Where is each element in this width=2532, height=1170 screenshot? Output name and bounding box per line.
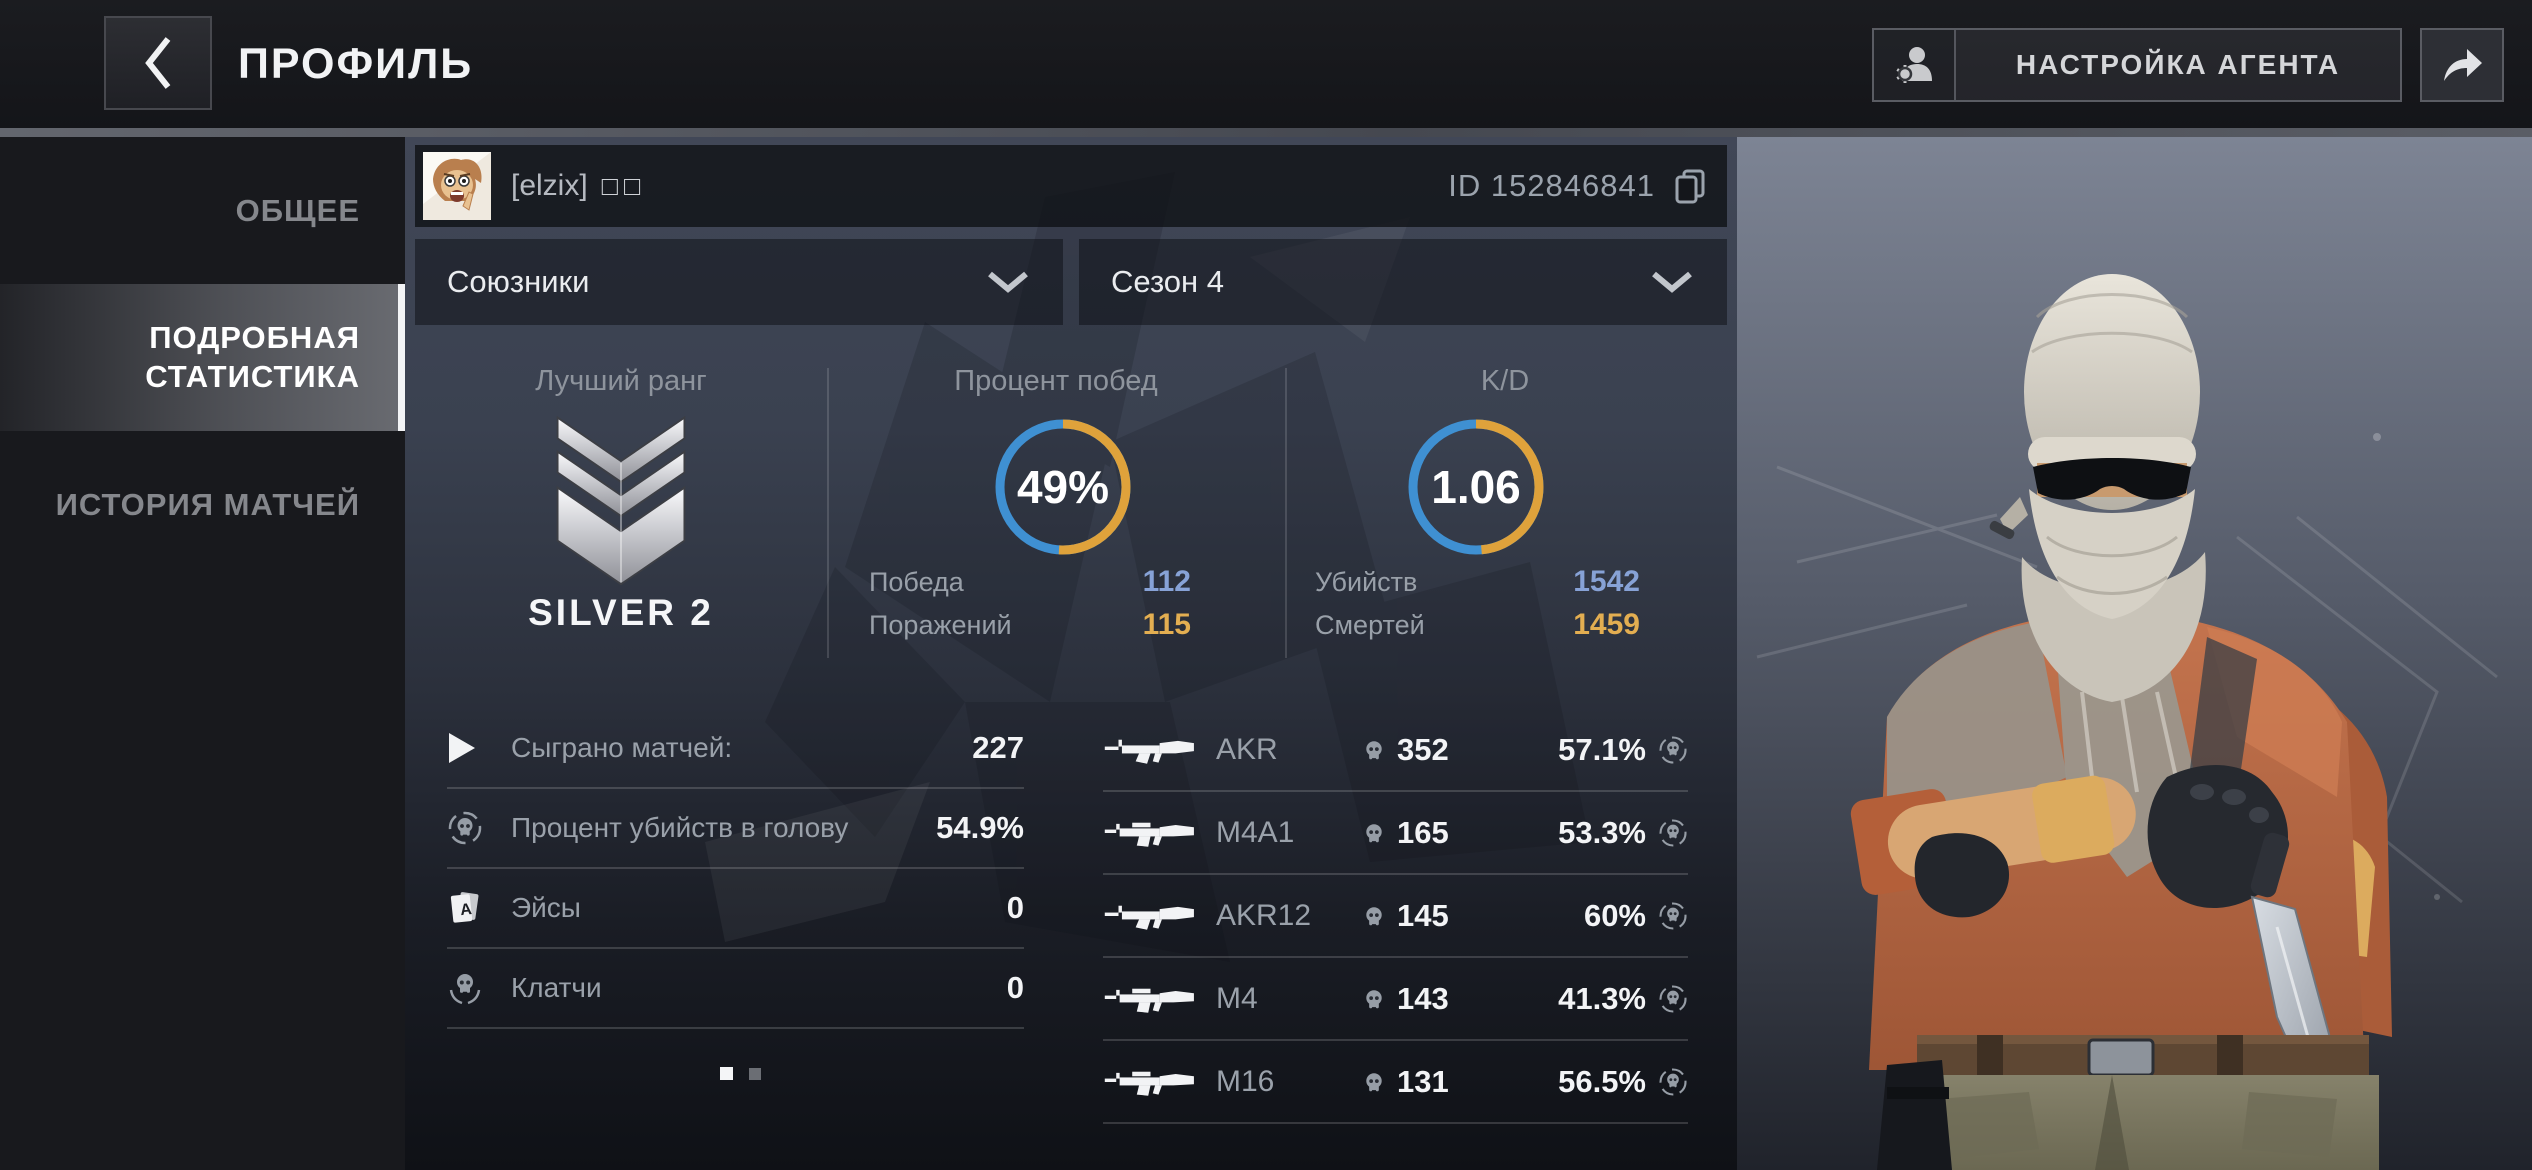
stat-row-clutches: Клатчи 0 [447, 949, 1024, 1029]
filter-row: Союзники Сезон 4 [415, 239, 1727, 325]
headshot-icon [447, 810, 493, 846]
sidebar-item-label: ОБЩЕЕ [235, 192, 360, 228]
kd-gauge: 1.06 [1401, 412, 1551, 562]
weapon-icon-m4 [1104, 988, 1194, 1013]
headshot-pct-icon [1659, 901, 1687, 930]
wins-row: Победа 112 [869, 565, 1191, 599]
stat-row-headshot-pct: Процент убийств в голову 54.9% [447, 789, 1024, 869]
kills-skull-icon [1366, 740, 1382, 759]
weapon-icon-m16 [1104, 1071, 1194, 1096]
page-dot-2[interactable] [749, 1067, 761, 1080]
sidebar-item-label: ПОДРОБНАЯ СТАТИСТИКА [145, 319, 360, 394]
player-name: [elzix] [511, 169, 588, 202]
agent-settings-button[interactable]: НАСТРОЙКА АГЕНТА [1872, 28, 2402, 102]
season-dropdown[interactable]: Сезон 4 [1079, 239, 1727, 325]
stats-panel: [elzix] □□ ID 152846841 Союзники Сезон 4 [405, 137, 1737, 1170]
winrate-section-title: Процент побед [954, 365, 1158, 397]
weapon-icon-m4a1 [1104, 822, 1194, 847]
mode-dropdown[interactable]: Союзники [415, 239, 1063, 325]
losses-value: 115 [1142, 608, 1191, 641]
svg-text:A: A [459, 901, 473, 919]
column-divider [1285, 368, 1287, 658]
rank-section-title: Лучший ранг [535, 365, 707, 397]
winrate-value: 49% [1016, 461, 1110, 513]
winrate-gauge: 49% [988, 412, 1138, 562]
general-stats-list: Сыграно матчей: 227 Процент убийств в го… [447, 709, 1024, 1029]
chevron-left-icon [145, 37, 171, 89]
kills-label: Убийств [1315, 567, 1418, 597]
copy-id-icon[interactable] [1671, 167, 1709, 205]
column-divider [827, 368, 829, 658]
kills-skull-icon [1366, 1072, 1382, 1091]
weapon-icon-akr12 [1104, 905, 1194, 930]
metal-edge-divider [0, 128, 2532, 137]
kills-row: Убийств 1542 [1315, 565, 1640, 599]
page-title: ПРОФИЛЬ [238, 40, 474, 88]
losses-label: Поражений [869, 610, 1012, 640]
sidebar-item-match-history[interactable]: ИСТОРИЯ МАТЧЕЙ [0, 449, 405, 561]
avatar[interactable] [423, 152, 491, 220]
weapon-row: M4A1 165 53.3% [1103, 792, 1688, 875]
agent-preview [1737, 137, 2532, 1170]
person-gear-icon [1874, 30, 1956, 100]
profile-header: [elzix] □□ ID 152846841 [415, 145, 1727, 227]
wins-value: 112 [1142, 565, 1191, 598]
mode-dropdown-value: Союзники [447, 264, 590, 299]
sidebar-item-general[interactable]: ОБЩЕЕ [0, 155, 405, 267]
headshot-pct-icon [1659, 1067, 1687, 1096]
weapon-row: M4 143 41.3% [1103, 958, 1688, 1041]
rank-badge-silver-icon [556, 415, 686, 585]
kd-value: 1.06 [1431, 461, 1521, 513]
weapon-row: M16 131 56.5% [1103, 1041, 1688, 1124]
share-icon [2444, 49, 2482, 81]
play-icon [447, 731, 493, 765]
stat-row-matches: Сыграно матчей: 227 [447, 709, 1024, 789]
deaths-label: Смертей [1315, 610, 1425, 640]
headshot-pct-icon [1659, 735, 1687, 764]
weapon-icon-akr [1104, 739, 1194, 764]
kills-value: 1542 [1573, 565, 1640, 598]
weapon-row: AKR 352 57.1% [1103, 709, 1688, 792]
headshot-pct-icon [1659, 818, 1687, 847]
stat-row-aces: A Эйсы 0 [447, 869, 1024, 949]
kills-skull-icon [1366, 989, 1382, 1008]
wins-label: Победа [869, 567, 964, 597]
chevron-down-icon [1652, 271, 1692, 293]
clutch-icon [447, 970, 493, 1006]
share-button[interactable] [2420, 28, 2504, 102]
player-id: ID 152846841 [1448, 168, 1655, 203]
kills-skull-icon [1366, 823, 1382, 842]
kills-skull-icon [1366, 906, 1382, 925]
season-dropdown-value: Сезон 4 [1111, 264, 1225, 299]
sidebar-item-detailed-stats[interactable]: ПОДРОБНАЯ СТАТИСТИКА [0, 284, 405, 431]
headshot-pct-icon [1659, 984, 1687, 1013]
weapon-row: AKR12 145 60% [1103, 875, 1688, 958]
losses-row: Поражений 115 [869, 608, 1191, 642]
deaths-row: Смертей 1459 [1315, 608, 1640, 642]
page-dot-1[interactable] [720, 1067, 733, 1080]
winrate-breakdown: Победа 112 Поражений 115 [869, 565, 1191, 642]
player-name-badges: □□ [601, 170, 647, 201]
sidebar-item-label: ИСТОРИЯ МАТЧЕЙ [55, 486, 360, 522]
weapon-stats-list: AKR 352 57.1% M4A1 165 53.3% [1103, 709, 1688, 1124]
page-indicator [720, 1067, 761, 1080]
rank-name: SILVER 2 [528, 592, 714, 633]
kd-breakdown: Убийств 1542 Смертей 1459 [1315, 565, 1640, 642]
deaths-value: 1459 [1573, 608, 1640, 641]
top-bar: ПРОФИЛЬ НАСТРОЙКА АГЕНТА [0, 0, 2532, 128]
agent-settings-label: НАСТРОЙКА АГЕНТА [2015, 49, 2341, 80]
back-button[interactable] [104, 16, 212, 110]
chevron-down-icon [988, 271, 1028, 293]
sidebar: ОБЩЕЕ ПОДРОБНАЯ СТАТИСТИКА ИСТОРИЯ МАТЧЕ… [0, 137, 405, 1170]
ace-icon: A [447, 889, 493, 927]
kd-section-title: K/D [1480, 365, 1530, 397]
agent-character-image [1737, 137, 2532, 1170]
